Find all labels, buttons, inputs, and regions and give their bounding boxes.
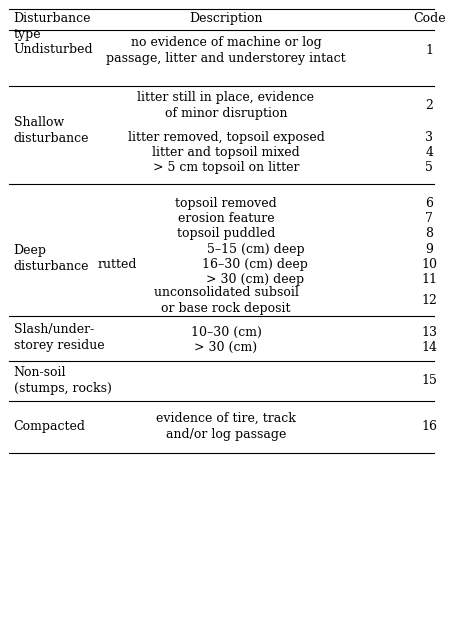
- Text: Non-soil
(stumps, rocks): Non-soil (stumps, rocks): [14, 366, 111, 394]
- Text: Disturbance
type: Disturbance type: [14, 12, 91, 41]
- Text: Undisturbed: Undisturbed: [14, 43, 93, 56]
- Text: litter and topsoil mixed: litter and topsoil mixed: [152, 146, 299, 159]
- Text: Slash/under-
storey residue: Slash/under- storey residue: [14, 324, 104, 352]
- Text: 4: 4: [424, 146, 433, 159]
- Text: 9: 9: [424, 244, 433, 256]
- Text: Shallow
disturbance: Shallow disturbance: [14, 116, 89, 144]
- Text: no evidence of machine or log
passage, litter and understorey intact: no evidence of machine or log passage, l…: [106, 37, 345, 65]
- Text: > 30 (cm): > 30 (cm): [194, 341, 257, 353]
- Text: Code: Code: [412, 12, 445, 25]
- Text: 10–30 (cm): 10–30 (cm): [190, 326, 261, 339]
- Text: 16–30 (cm) deep: 16–30 (cm) deep: [202, 259, 308, 271]
- Text: litter still in place, evidence
of minor disruption: litter still in place, evidence of minor…: [137, 91, 314, 120]
- Text: 16: 16: [420, 420, 437, 433]
- Text: 5–15 (cm) deep: 5–15 (cm) deep: [206, 244, 304, 256]
- Text: erosion feature: erosion feature: [177, 212, 274, 224]
- Text: 7: 7: [424, 212, 433, 224]
- Text: litter removed, topsoil exposed: litter removed, topsoil exposed: [127, 131, 324, 144]
- Text: unconsolidated subsoil
or base rock deposit: unconsolidated subsoil or base rock depo…: [153, 286, 298, 314]
- Text: topsoil puddled: topsoil puddled: [176, 227, 275, 239]
- Text: 11: 11: [420, 273, 437, 286]
- Text: 6: 6: [424, 197, 433, 210]
- Text: 5: 5: [424, 161, 433, 174]
- Text: 1: 1: [424, 45, 433, 57]
- Text: Description: Description: [189, 12, 262, 25]
- Text: 10: 10: [420, 259, 437, 271]
- Text: 14: 14: [420, 341, 437, 353]
- Text: 3: 3: [424, 131, 433, 144]
- Text: topsoil removed: topsoil removed: [175, 197, 276, 210]
- Text: 8: 8: [424, 227, 433, 239]
- Text: 13: 13: [420, 326, 437, 339]
- Text: 2: 2: [424, 99, 433, 112]
- Text: Deep
disturbance: Deep disturbance: [14, 244, 89, 273]
- Text: rutted: rutted: [97, 259, 137, 271]
- Text: 15: 15: [420, 374, 437, 386]
- Text: > 5 cm topsoil on litter: > 5 cm topsoil on litter: [152, 161, 299, 174]
- Text: evidence of tire, track
and/or log passage: evidence of tire, track and/or log passa…: [156, 412, 295, 441]
- Text: 12: 12: [420, 294, 437, 306]
- Text: > 30 (cm) deep: > 30 (cm) deep: [206, 273, 304, 286]
- Text: Compacted: Compacted: [14, 420, 85, 433]
